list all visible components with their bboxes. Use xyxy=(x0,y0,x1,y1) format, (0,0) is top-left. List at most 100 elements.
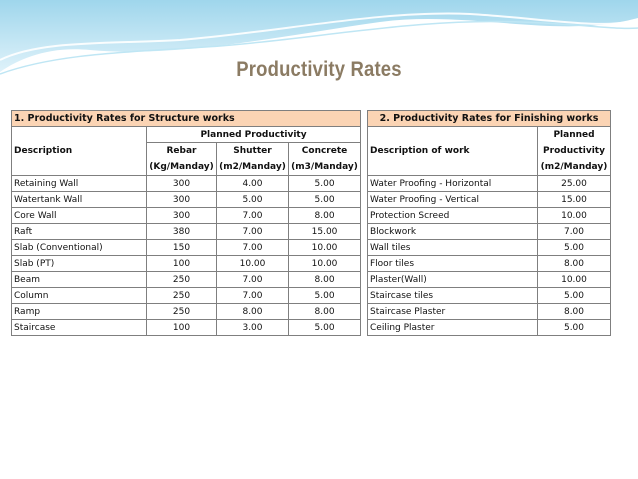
table-row: Floor tiles 8.00 xyxy=(367,255,611,272)
table-row: Column 250 7.00 5.00 xyxy=(11,287,362,304)
concrete-value: 8.00 xyxy=(287,303,362,320)
row-description: Plaster(Wall) xyxy=(367,271,538,288)
table-header-row: 2. Productivity Rates for Finishing work… xyxy=(367,110,611,127)
table-row: Raft 380 7.00 15.00 xyxy=(11,223,362,240)
row-description: Ceiling Plaster xyxy=(367,319,538,336)
row-description: Protection Screed xyxy=(367,207,538,224)
finishing-works-table: 2. Productivity Rates for Finishing work… xyxy=(367,110,611,336)
table-row: Slab (Conventional) 150 7.00 10.00 xyxy=(11,239,362,256)
row-description: Slab (Conventional) xyxy=(11,239,147,256)
shutter-value: 3.00 xyxy=(216,319,289,336)
table-row: Staircase Plaster 8.00 xyxy=(367,303,611,320)
table-header-row: (Kg/Manday) (m2/Manday) (m3/Manday) xyxy=(12,159,362,176)
productivity-value: 8.00 xyxy=(537,303,611,320)
table-row: Blockwork 7.00 xyxy=(367,223,611,240)
productivity-value: 5.00 xyxy=(537,319,611,336)
concrete-value: 5.00 xyxy=(287,319,362,336)
productivity-value: 10.00 xyxy=(537,271,611,288)
row-description: Water Proofing - Horizontal xyxy=(367,175,538,192)
shutter-value: 7.00 xyxy=(216,239,289,256)
column-header-unit: (m2/Manday) xyxy=(537,159,611,176)
shutter-value: 8.00 xyxy=(216,303,289,320)
column-header-shutter: Shutter xyxy=(216,142,289,159)
rebar-value: 380 xyxy=(146,223,217,240)
column-header-concrete: Concrete xyxy=(287,142,362,159)
rebar-value: 100 xyxy=(146,319,217,336)
shutter-value: 7.00 xyxy=(216,223,289,240)
column-header-description-of-work: Description of work xyxy=(367,126,538,176)
concrete-value: 15.00 xyxy=(287,223,362,240)
finishing-table-heading: 2. Productivity Rates for Finishing work… xyxy=(367,110,611,127)
concrete-value: 10.00 xyxy=(287,239,362,256)
concrete-value: 8.00 xyxy=(287,207,362,224)
row-description: Floor tiles xyxy=(367,255,538,272)
row-description: Raft xyxy=(11,223,147,240)
table-row: Protection Screed 10.00 xyxy=(367,207,611,224)
table-header-row: Description of work Planned xyxy=(367,126,611,176)
table-row: Wall tiles 5.00 xyxy=(367,239,611,256)
table-row: Retaining Wall 300 4.00 5.00 xyxy=(11,175,362,192)
rebar-value: 250 xyxy=(146,271,217,288)
row-description: Water Proofing - Vertical xyxy=(367,191,538,208)
row-description: Column xyxy=(11,287,147,304)
column-header-rebar: Rebar xyxy=(146,142,217,159)
rebar-value: 300 xyxy=(146,191,217,208)
row-description: Staircase xyxy=(11,319,147,336)
header-wave-decoration xyxy=(0,0,638,75)
shutter-value: 7.00 xyxy=(216,207,289,224)
structure-works-table: 1. Productivity Rates for Structure work… xyxy=(10,110,362,336)
table-row: Ceiling Plaster 5.00 xyxy=(367,319,611,336)
table-row: Core Wall 300 7.00 8.00 xyxy=(11,207,362,224)
table-row: Water Proofing - Horizontal 25.00 xyxy=(367,175,611,192)
row-description: Beam xyxy=(11,271,147,288)
row-description: Staircase tiles xyxy=(367,287,538,304)
table-row: Watertank Wall 300 5.00 5.00 xyxy=(11,191,362,208)
shutter-value: 7.00 xyxy=(216,271,289,288)
table-row: Water Proofing - Vertical 15.00 xyxy=(367,191,611,208)
row-description: Core Wall xyxy=(11,207,147,224)
table-row: Staircase 100 3.00 5.00 xyxy=(11,319,362,336)
table-header-row: Rebar Shutter Concrete xyxy=(12,142,362,159)
shutter-value: 10.00 xyxy=(216,255,289,272)
productivity-value: 5.00 xyxy=(537,239,611,256)
concrete-value: 10.00 xyxy=(287,255,362,272)
column-header-planned-productivity: Planned Productivity xyxy=(145,126,362,143)
table-header-row: Productivity xyxy=(368,143,611,159)
concrete-value: 5.00 xyxy=(287,175,362,192)
row-description: Wall tiles xyxy=(367,239,538,256)
table-row: Plaster(Wall) 10.00 xyxy=(367,271,611,288)
shutter-value: 5.00 xyxy=(216,191,289,208)
concrete-value: 5.00 xyxy=(287,191,362,208)
rebar-value: 300 xyxy=(146,175,217,192)
shutter-value: 7.00 xyxy=(216,287,289,304)
shutter-value: 4.00 xyxy=(216,175,289,192)
rebar-value: 250 xyxy=(146,303,217,320)
row-description: Retaining Wall xyxy=(11,175,147,192)
structure-table-heading: 1. Productivity Rates for Structure work… xyxy=(10,110,362,127)
table-row: Beam 250 7.00 8.00 xyxy=(11,271,362,288)
column-header-concrete-unit: (m3/Manday) xyxy=(287,159,362,176)
row-description: Blockwork xyxy=(367,223,538,240)
table-header-row: Description Planned Productivity xyxy=(11,126,362,176)
productivity-value: 8.00 xyxy=(537,255,611,272)
rebar-value: 300 xyxy=(146,207,217,224)
table-row: Ramp 250 8.00 8.00 xyxy=(11,303,362,320)
rebar-value: 150 xyxy=(146,239,217,256)
table-header-row: 1. Productivity Rates for Structure work… xyxy=(10,110,362,127)
row-description: Watertank Wall xyxy=(11,191,147,208)
page-title: Productivity Rates xyxy=(236,58,402,81)
row-description: Slab (PT) xyxy=(11,255,147,272)
column-header-shutter-unit: (m2/Manday) xyxy=(216,159,289,176)
productivity-value: 15.00 xyxy=(537,191,611,208)
concrete-value: 5.00 xyxy=(287,287,362,304)
concrete-value: 8.00 xyxy=(287,271,362,288)
table-row: Staircase tiles 5.00 xyxy=(367,287,611,304)
row-description: Staircase Plaster xyxy=(367,303,538,320)
productivity-value: 25.00 xyxy=(537,175,611,192)
rebar-value: 250 xyxy=(146,287,217,304)
column-header-productivity: Productivity xyxy=(537,143,611,159)
column-header-planned: Planned xyxy=(537,126,611,143)
column-header-rebar-unit: (Kg/Manday) xyxy=(146,159,217,176)
rebar-value: 100 xyxy=(146,255,217,272)
column-header-description: Description xyxy=(11,126,147,176)
